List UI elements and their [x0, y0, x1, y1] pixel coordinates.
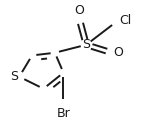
Text: S: S	[82, 38, 90, 51]
Text: Br: Br	[57, 107, 70, 120]
Text: O: O	[113, 46, 123, 59]
Text: Cl: Cl	[119, 14, 131, 27]
Text: O: O	[74, 4, 84, 17]
Text: S: S	[10, 70, 18, 83]
